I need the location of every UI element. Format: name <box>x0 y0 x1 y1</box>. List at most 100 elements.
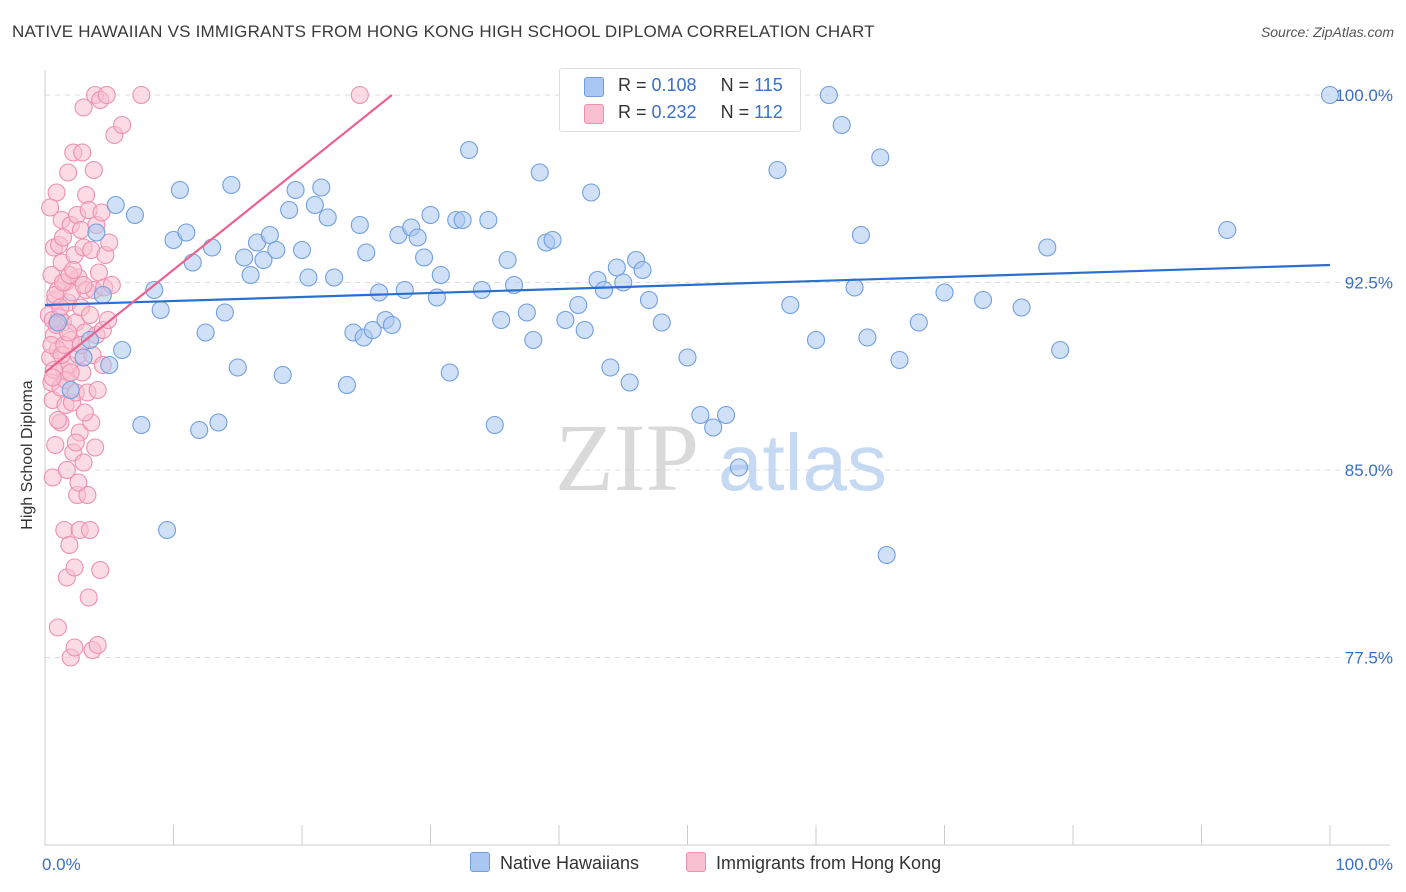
pink-data-point <box>66 433 85 452</box>
blue-data-point <box>431 265 450 285</box>
pink-data-point <box>113 115 132 135</box>
blue-data-point <box>453 210 472 230</box>
pink-data-point <box>78 485 97 505</box>
legend-r-label: R = <box>618 102 652 122</box>
blue-data-point <box>806 330 826 350</box>
pink-data-point <box>65 558 84 577</box>
legend-n-label: N = <box>720 75 755 95</box>
blue-data-point <box>106 195 125 215</box>
pink-data-point <box>350 85 369 105</box>
blue-data-point <box>132 415 151 435</box>
legend-label: Immigrants from Hong Kong <box>716 853 942 873</box>
blue-data-point <box>74 348 93 367</box>
blue-data-point <box>395 280 414 300</box>
blue-data-point <box>524 330 543 350</box>
blue-data-point <box>1320 85 1340 105</box>
axes <box>44 70 1390 846</box>
blue-data-point <box>100 355 119 375</box>
blue-data-point <box>704 418 723 437</box>
blue-data-point <box>228 358 247 377</box>
pink-data-point <box>80 305 100 325</box>
blue-data-point <box>472 280 491 300</box>
blue-data-point <box>382 315 402 335</box>
blue-data-point <box>177 223 196 242</box>
bottom-legend-immigrants-hong-kong[interactable]: Immigrants from Hong Kong <box>686 852 941 874</box>
blue-data-point <box>935 283 954 302</box>
legend-swatch-blue <box>470 852 490 872</box>
pink-data-point <box>92 203 111 222</box>
blue-data-point <box>415 248 434 267</box>
pink-data-point <box>74 98 93 117</box>
source-label: Source: ZipAtlas.com <box>1260 24 1394 40</box>
blue-data-point <box>421 205 440 225</box>
pink-series-points <box>39 85 369 667</box>
pink-data-point <box>132 85 151 105</box>
blue-data-point <box>858 328 877 347</box>
pink-data-point <box>43 468 62 487</box>
blue-data-point <box>273 365 292 385</box>
pink-data-point <box>75 403 94 422</box>
pink-data-point <box>46 435 65 455</box>
blue-data-point <box>607 258 626 277</box>
blue-data-point <box>125 205 144 225</box>
pink-data-point <box>43 368 62 387</box>
blue-data-point <box>196 323 215 342</box>
blue-data-point <box>158 520 177 540</box>
blue-data-point <box>871 148 890 167</box>
blue-data-point <box>61 380 80 400</box>
legend-row-blue: R = 0.108 N = 115 <box>618 75 783 96</box>
blue-data-point <box>973 290 993 310</box>
blue-data-point <box>543 230 562 250</box>
pink-data-point <box>84 160 103 180</box>
blue-data-point <box>183 253 202 272</box>
pink-data-point <box>51 298 70 317</box>
chart-title: NATIVE HAWAIIAN VS IMMIGRANTS FROM HONG … <box>12 22 875 41</box>
blue-data-point <box>222 175 241 195</box>
blue-data-point <box>203 238 222 257</box>
blue-data-point <box>363 320 382 340</box>
blue-data-point <box>890 350 909 370</box>
blue-data-point <box>350 215 369 235</box>
pink-data-point <box>48 618 67 637</box>
blue-data-point <box>652 313 671 332</box>
pink-data-point <box>60 535 79 555</box>
blue-data-point <box>851 225 871 245</box>
pink-data-point <box>74 275 93 295</box>
pink-data-point <box>77 185 96 205</box>
blue-data-point <box>530 163 549 182</box>
pink-data-point <box>53 228 73 247</box>
y-tick-label: 100.0% <box>1335 86 1393 105</box>
pink-data-point <box>41 198 60 217</box>
blue-data-point <box>575 320 594 340</box>
x-tick-label: 0.0% <box>42 855 81 874</box>
blue-data-point <box>190 420 209 440</box>
blue-data-point <box>312 178 331 197</box>
blue-data-point <box>280 200 299 220</box>
pink-data-point <box>100 233 119 252</box>
bottom-legend-native-hawaiians[interactable]: Native Hawaiians <box>470 852 639 874</box>
blue-data-point <box>408 228 427 247</box>
blue-data-point <box>267 240 286 260</box>
legend-r-label: R = <box>618 75 652 95</box>
legend-swatch-pink <box>584 104 604 124</box>
blue-data-point <box>318 208 337 227</box>
blue-data-point <box>620 373 639 392</box>
pink-data-point <box>65 638 84 657</box>
blue-data-point <box>729 458 748 477</box>
legend-n-value: 115 <box>754 75 783 95</box>
blue-data-point <box>292 240 312 260</box>
pink-data-point <box>69 473 88 492</box>
y-tick-label: 77.5% <box>1345 649 1393 668</box>
blue-data-point <box>254 250 273 270</box>
pink-data-point <box>47 183 66 202</box>
blue-data-point <box>614 273 633 292</box>
blue-data-point <box>1038 238 1057 257</box>
pink-data-point <box>59 163 78 182</box>
legend-label: Native Hawaiians <box>500 853 640 873</box>
legend-n-label: N = <box>720 102 755 122</box>
blue-data-point <box>1051 340 1070 360</box>
blue-data-point <box>209 413 228 432</box>
correlation-legend: R = 0.108 N = 115 R = 0.232 N = 112 <box>559 68 801 132</box>
blue-data-point <box>556 310 575 330</box>
